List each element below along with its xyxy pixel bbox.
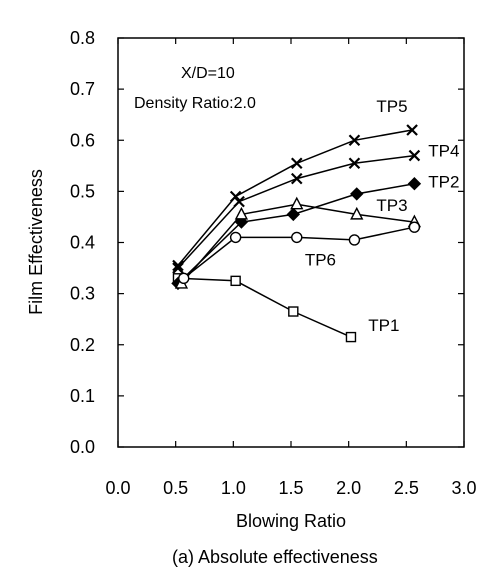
point-tp4	[172, 262, 184, 274]
point-tp5	[348, 134, 361, 147]
y-axis-title: Film Effectiveness	[26, 169, 46, 315]
series-tp4	[172, 149, 421, 274]
point-tp6	[229, 231, 242, 244]
point-tp5	[229, 190, 242, 203]
series-label-tp2: TP2	[428, 172, 459, 191]
series-label-tp3: TP3	[376, 196, 407, 215]
series-layer	[171, 124, 422, 343]
y-tick-label: 0.2	[70, 335, 95, 355]
point-tp1	[345, 331, 357, 343]
y-tick-labels: 0.0 0.1 0.2 0.3 0.4 0.5 0.6 0.7 0.8	[70, 28, 95, 457]
x-tick-label: 3.0	[451, 478, 476, 498]
series-label-tp4: TP4	[428, 142, 459, 161]
point-tp5	[290, 157, 303, 170]
chart-caption: (a) Absolute effectiveness	[172, 547, 378, 567]
y-tick-label: 0.0	[70, 437, 95, 457]
point-tp2	[350, 187, 364, 201]
y-tick-label: 0.4	[70, 233, 95, 253]
tick-marks	[117, 37, 465, 448]
y-tick-label: 0.8	[70, 28, 95, 48]
point-tp6	[408, 221, 421, 233]
point-tp3	[290, 196, 304, 210]
y-tick-label: 0.5	[70, 181, 95, 201]
point-tp2	[407, 176, 422, 191]
point-tp5	[172, 259, 184, 272]
y-tick-label: 0.6	[70, 130, 95, 150]
annotation-xd: X/D=10	[181, 65, 235, 82]
series-tp5	[172, 124, 418, 272]
point-tp4	[233, 195, 245, 208]
x-tick-labels: 0.0 0.5 1.0 1.5 2.0 2.5 3.0	[105, 478, 476, 498]
y-tick-label: 0.3	[70, 284, 95, 304]
point-tp6	[348, 234, 361, 246]
point-tp2	[286, 207, 301, 222]
x-tick-label: 2.0	[336, 478, 361, 498]
point-tp4	[408, 149, 421, 162]
x-tick-label: 2.5	[394, 478, 419, 498]
series-tp6	[178, 221, 421, 284]
point-tp1	[230, 275, 241, 287]
y-tick-label: 0.1	[70, 386, 95, 406]
point-tp3	[350, 206, 364, 220]
point-tp6	[291, 231, 303, 244]
point-tp3	[234, 206, 249, 220]
annotation-density: Density Ratio:2.0	[134, 95, 256, 112]
series-label-tp5: TP5	[376, 97, 407, 116]
x-tick-label: 1.0	[221, 478, 246, 498]
series-labels: TP1 TP2 TP3 TP4 TP5 TP6	[305, 97, 460, 335]
series-line-tp1	[177, 277, 352, 338]
y-tick-label: 0.7	[70, 79, 95, 99]
series-tp1	[172, 273, 357, 343]
point-tp4	[348, 157, 361, 170]
x-tick-label: 0.0	[105, 478, 130, 498]
point-tp6	[178, 272, 190, 284]
series-label-tp1: TP1	[368, 316, 399, 335]
point-tp5	[406, 124, 418, 136]
series-label-tp6: TP6	[305, 251, 336, 270]
x-tick-label: 0.5	[163, 478, 188, 498]
x-tick-label: 1.5	[278, 478, 303, 498]
point-tp1	[288, 306, 299, 317]
point-tp4	[290, 172, 303, 185]
x-axis-title: Blowing Ratio	[236, 511, 346, 531]
